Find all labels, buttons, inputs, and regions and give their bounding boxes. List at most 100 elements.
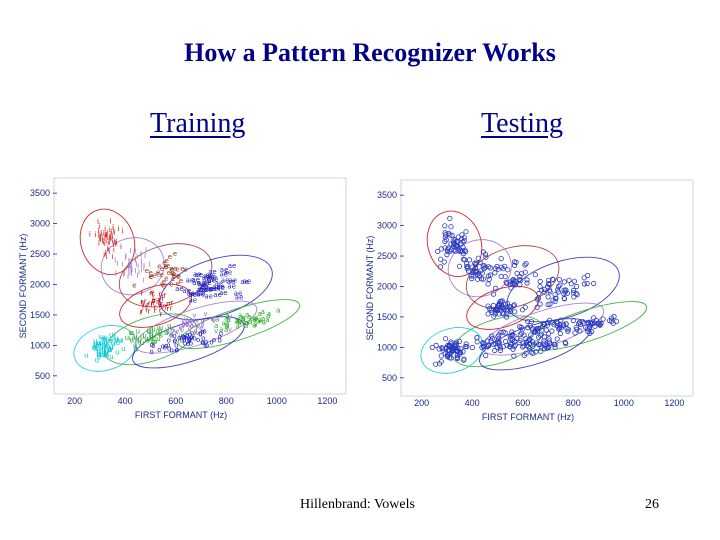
training-point: v [195,316,199,324]
training-point: o [181,332,185,340]
training-point: a [235,317,239,325]
training-point: a [235,317,239,325]
training-point: ae [186,277,195,285]
test-point [488,338,494,344]
test-point [554,336,560,342]
test-point [557,330,563,337]
test-point [443,336,449,342]
test-point [464,344,470,350]
test-point [492,285,499,292]
training-point: ae [235,293,244,301]
training-point: u [97,347,101,355]
training-point: u [99,343,103,351]
test-point [494,344,500,351]
training-point: v [228,312,232,320]
test-point [561,279,567,285]
test-point [556,325,562,331]
training-point: v [228,325,232,333]
test-point [493,307,499,313]
training-point: i [118,225,120,233]
training-point: v [192,317,196,325]
training-point: e [149,272,153,280]
test-point [442,223,448,229]
training-point: e [162,283,166,291]
training-point: e [175,266,179,274]
training-point: i [89,231,91,239]
testing-scatter-plot: 200 400 600 800 1000 1200 500 1000 1500 2000 2500 3… [365,179,694,422]
training-point: r [161,292,164,300]
test-point [451,247,457,253]
y-tick-label: 3000 [30,219,50,229]
training-point: a [224,314,228,322]
test-point [503,314,510,320]
training-point: o [198,330,202,338]
training-point: u [146,327,150,335]
training-point: a [267,310,271,318]
training-point: r [151,290,154,298]
training-point: I [130,268,132,276]
training-point: I [144,252,146,260]
training-point: u [95,356,99,364]
y-tick-label: 2500 [30,249,50,259]
test-point [537,332,543,338]
training-point: e [156,269,160,277]
training-point: o [187,336,191,344]
test-point [512,309,518,315]
training-point: r [156,298,159,306]
training-point: r [141,307,144,315]
test-point [499,303,505,309]
plot-frame [53,177,347,395]
test-point [464,266,470,272]
test-point [546,317,553,323]
training-point: I [131,266,133,274]
training-point: u [125,334,129,342]
training-point: i [116,238,118,246]
training-point: u [105,351,109,359]
y-tick-label: 1000 [377,342,397,352]
training-point: I [128,262,130,270]
training-point: u [157,325,161,333]
test-point [482,264,489,270]
training-point: o [201,339,205,347]
test-point [449,348,455,354]
training-point: a [222,320,226,328]
training-point: ae [240,278,249,286]
test-point [524,277,530,283]
training-point: e [179,277,183,285]
test-point [447,215,453,222]
test-point [504,280,510,286]
training-point: i [113,227,115,235]
training-point: ae [200,283,209,291]
training-point: a [238,318,242,326]
test-point [522,262,528,268]
test-point [519,307,526,313]
test-point [517,331,523,338]
training-point: i [106,245,108,253]
y-tick-label: 2000 [377,281,397,291]
training-point: I [124,254,126,262]
test-point [525,344,532,350]
training-point: u [95,342,99,350]
test-point [483,353,489,359]
test-point [436,346,442,352]
training-point: v [201,322,205,330]
training-point: o [201,335,205,343]
training-point: u [159,324,163,332]
training-point: I [148,260,150,268]
training-point: v [181,317,185,325]
test-point [546,281,552,288]
training-point: ae [203,279,212,287]
training-point: a [259,317,263,325]
class-ellipse [79,208,136,275]
training-point: i [100,236,102,244]
test-point [448,224,454,230]
training-point: r [143,301,146,309]
training-point: o [185,331,189,339]
training-point: i [109,226,111,234]
test-point [475,276,481,282]
y-tick-label: 3500 [30,188,50,198]
training-point: e [164,263,168,271]
training-point: i [99,235,101,243]
training-point: ae [221,277,230,285]
